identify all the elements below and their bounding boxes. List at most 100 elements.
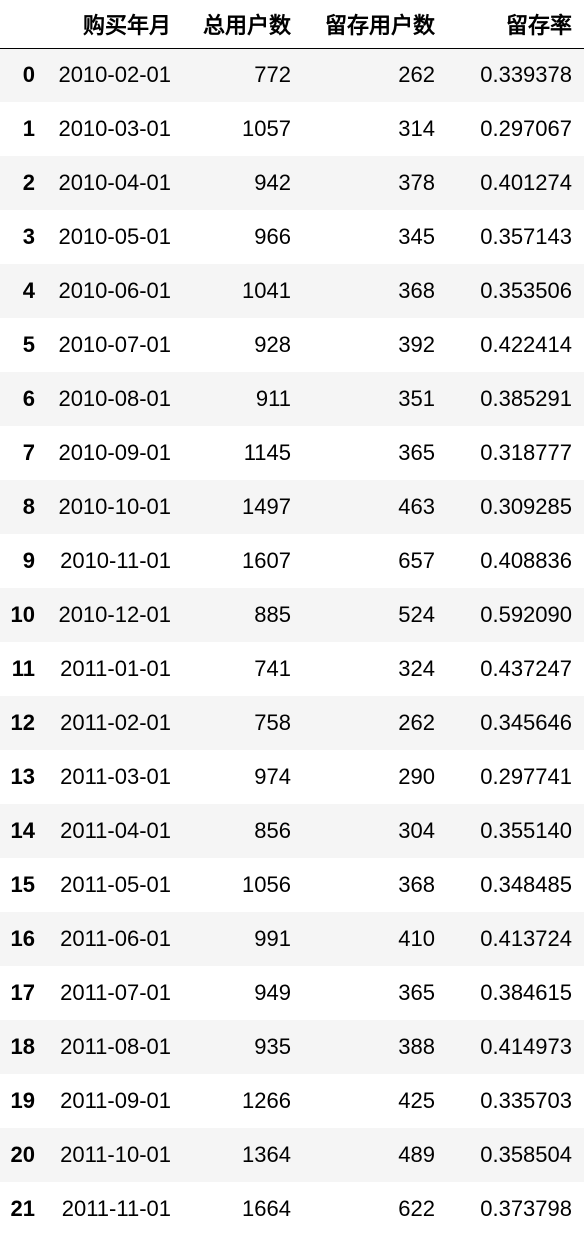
retention-rate-cell: 0.385291 [480, 386, 572, 411]
table-row: 13 2011-03-01 974 290 0.297741 [0, 750, 584, 804]
purchase-month-cell: 2011-04-01 [60, 818, 171, 843]
purchase-month-cell: 2011-06-01 [60, 926, 171, 951]
retention-rate-cell: 0.592090 [480, 602, 572, 627]
table-row: 19 2011-09-01 1266 425 0.335703 [0, 1074, 584, 1128]
purchase-month-cell: 2010-11-01 [60, 548, 171, 573]
row-index: 5 [22, 332, 35, 357]
purchase-month-cell: 2011-02-01 [60, 710, 171, 735]
table-row: 16 2011-06-01 991 410 0.413724 [0, 912, 584, 966]
retained-users-cell: 351 [398, 386, 435, 411]
purchase-month-cell: 2011-03-01 [60, 764, 171, 789]
total-users-cell: 1607 [242, 548, 291, 573]
purchase-month-cell: 2010-09-01 [58, 440, 171, 465]
row-index: 9 [22, 548, 35, 573]
purchase-month-cell: 2010-05-01 [58, 224, 171, 249]
purchase-month-cell: 2011-08-01 [60, 1034, 171, 1059]
header-total-users: 总用户数 [183, 0, 303, 49]
row-index: 20 [10, 1142, 35, 1167]
row-index: 15 [10, 872, 35, 897]
retention-rate-cell: 0.437247 [480, 656, 572, 681]
total-users-cell: 885 [254, 602, 291, 627]
row-index: 19 [10, 1088, 35, 1113]
purchase-month-cell: 2011-11-01 [61, 1196, 171, 1221]
retained-users-cell: 392 [398, 332, 435, 357]
table-row: 14 2011-04-01 856 304 0.355140 [0, 804, 584, 858]
total-users-cell: 758 [254, 710, 291, 735]
row-index: 17 [10, 980, 35, 1005]
table-row: 5 2010-07-01 928 392 0.422414 [0, 318, 584, 372]
row-index: 8 [22, 494, 35, 519]
table-row: 12 2011-02-01 758 262 0.345646 [0, 696, 584, 750]
purchase-month-cell: 2010-06-01 [58, 278, 171, 303]
header-retained-users: 留存用户数 [303, 0, 447, 49]
table-row: 9 2010-11-01 1607 657 0.408836 [0, 534, 584, 588]
table-row: 10 2010-12-01 885 524 0.592090 [0, 588, 584, 642]
retention-rate-cell: 0.413724 [480, 926, 572, 951]
total-users-cell: 949 [254, 980, 291, 1005]
total-users-cell: 1041 [242, 278, 291, 303]
row-index: 2 [22, 170, 35, 195]
retained-users-cell: 365 [398, 440, 435, 465]
table-row: 11 2011-01-01 741 324 0.437247 [0, 642, 584, 696]
purchase-month-cell: 2011-01-01 [60, 656, 171, 681]
retention-rate-cell: 0.353506 [480, 278, 572, 303]
retention-rate-cell: 0.339378 [480, 62, 572, 88]
table-body: 0 2010-02-01 772 262 0.339378 1 2010-03-01 1057… [0, 48, 584, 1236]
table-row: 2 2010-04-01 942 378 0.401274 [0, 156, 584, 210]
retained-users-cell: 489 [398, 1142, 435, 1167]
table-row: 15 2011-05-01 1056 368 0.348485 [0, 858, 584, 912]
retained-users-cell: 262 [398, 710, 435, 735]
row-index: 16 [10, 926, 35, 951]
retained-users-cell: 378 [398, 170, 435, 195]
table-header: 购买年月 总用户数 留存用户数 留存率 [0, 0, 584, 49]
total-users-cell: 966 [254, 224, 291, 249]
retention-rate-cell: 0.422414 [480, 332, 572, 357]
retention-rate-cell: 0.373798 [480, 1196, 572, 1221]
purchase-month-cell: 2011-10-01 [60, 1142, 171, 1167]
retained-users-cell: 410 [398, 926, 435, 951]
retained-users-cell: 345 [398, 224, 435, 249]
retained-users-cell: 463 [398, 494, 435, 519]
retention-rate-cell: 0.309285 [480, 494, 572, 519]
purchase-month-cell: 2010-04-01 [58, 170, 171, 195]
retained-users-cell: 657 [398, 548, 435, 573]
row-index: 14 [10, 818, 35, 843]
header-index [0, 0, 43, 49]
total-users-cell: 942 [254, 170, 291, 195]
total-users-cell: 1056 [242, 872, 291, 897]
row-index: 18 [10, 1034, 35, 1059]
retention-rate-cell: 0.408836 [480, 548, 572, 573]
retained-users-cell: 324 [398, 656, 435, 681]
row-index: 4 [22, 278, 35, 303]
retained-users-cell: 524 [398, 602, 435, 627]
table-row: 3 2010-05-01 966 345 0.357143 [0, 210, 584, 264]
table-row: 20 2011-10-01 1364 489 0.358504 [0, 1128, 584, 1182]
retention-rate-cell: 0.335703 [480, 1088, 572, 1113]
total-users-cell: 974 [254, 764, 291, 789]
row-index: 7 [22, 440, 35, 465]
header-purchase-month: 购买年月 [43, 0, 183, 49]
header-retention-rate: 留存率 [447, 0, 584, 49]
total-users-cell: 1145 [243, 440, 291, 465]
table-row: 6 2010-08-01 911 351 0.385291 [0, 372, 584, 426]
row-index: 6 [22, 386, 35, 411]
retained-users-cell: 388 [398, 1034, 435, 1059]
table-row: 1 2010-03-01 1057 314 0.297067 [0, 102, 584, 156]
total-users-cell: 935 [254, 1034, 291, 1059]
table-row: 17 2011-07-01 949 365 0.384615 [0, 966, 584, 1020]
purchase-month-cell: 2010-10-01 [58, 494, 171, 519]
total-users-cell: 856 [254, 818, 291, 843]
retention-rate-cell: 0.318777 [480, 440, 572, 465]
row-index: 10 [10, 602, 35, 627]
purchase-month-cell: 2011-07-01 [60, 980, 171, 1005]
purchase-month-cell: 2010-08-01 [58, 386, 171, 411]
retention-rate-cell: 0.355140 [480, 818, 572, 843]
row-index: 21 [10, 1196, 35, 1221]
retention-rate-cell: 0.345646 [480, 710, 572, 735]
table-row: 7 2010-09-01 1145 365 0.318777 [0, 426, 584, 480]
retained-users-cell: 622 [398, 1196, 435, 1221]
total-users-cell: 1664 [242, 1196, 291, 1221]
purchase-month-cell: 2011-09-01 [60, 1088, 171, 1113]
purchase-month-cell: 2010-07-01 [58, 332, 171, 357]
